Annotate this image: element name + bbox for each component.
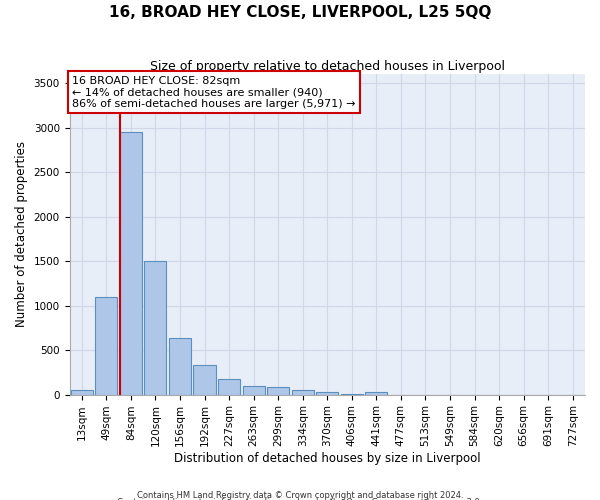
Bar [267, 386, 289, 394]
Bar [193, 365, 215, 394]
Text: Contains public sector information licensed under the Open Government Licence v3: Contains public sector information licen… [118, 498, 482, 500]
X-axis label: Distribution of detached houses by size in Liverpool: Distribution of detached houses by size … [174, 452, 481, 465]
Bar [292, 390, 314, 394]
Y-axis label: Number of detached properties: Number of detached properties [15, 142, 28, 328]
Bar [218, 380, 240, 394]
Bar [316, 392, 338, 394]
Bar [95, 296, 118, 394]
Title: Size of property relative to detached houses in Liverpool: Size of property relative to detached ho… [150, 60, 505, 73]
Bar [365, 392, 388, 394]
Bar [71, 390, 93, 394]
Bar [242, 386, 265, 394]
Text: Contains HM Land Registry data © Crown copyright and database right 2024.: Contains HM Land Registry data © Crown c… [137, 490, 463, 500]
Text: 16, BROAD HEY CLOSE, LIVERPOOL, L25 5QQ: 16, BROAD HEY CLOSE, LIVERPOOL, L25 5QQ [109, 5, 491, 20]
Bar [120, 132, 142, 394]
Bar [169, 338, 191, 394]
Bar [145, 261, 166, 394]
Text: 16 BROAD HEY CLOSE: 82sqm
← 14% of detached houses are smaller (940)
86% of semi: 16 BROAD HEY CLOSE: 82sqm ← 14% of detac… [72, 76, 356, 109]
